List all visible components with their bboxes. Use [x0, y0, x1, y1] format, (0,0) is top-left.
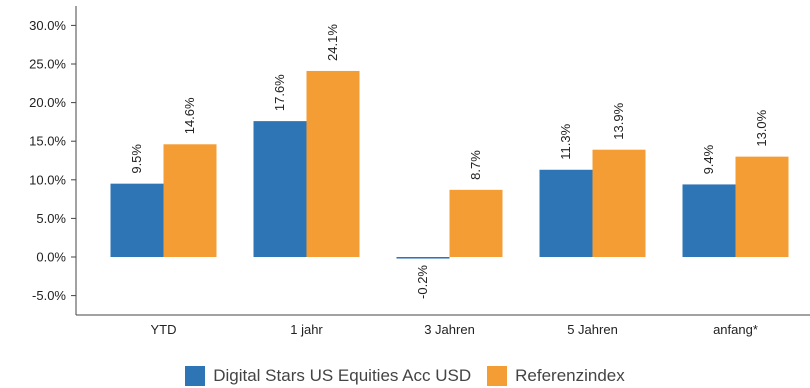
- y-tick-label: 0.0%: [36, 250, 66, 265]
- x-category-label: 3 Jahren: [424, 322, 475, 337]
- bars-group: [110, 70, 789, 259]
- bar-series-1: [396, 257, 450, 259]
- data-label: -0.2%: [415, 265, 430, 299]
- x-category-label: anfang*: [713, 322, 758, 337]
- bar-series-1: [253, 121, 307, 258]
- x-category-label: 1 jahr: [290, 322, 323, 337]
- y-tick-label: 10.0%: [29, 172, 66, 187]
- y-tick-label: 25.0%: [29, 57, 66, 72]
- data-label: 11.3%: [558, 123, 573, 159]
- y-axis-ticks: 30.0% 25.0% 20.0% 15.0% 10.0% 5.0% 0.0% -5.0%: [29, 18, 76, 303]
- data-label: 8.7%: [468, 150, 483, 180]
- legend-item-series-1: Digital Stars US Equities Acc USD: [185, 366, 471, 386]
- legend: Digital Stars US Equities Acc USD Refere…: [0, 364, 810, 388]
- data-label: 17.6%: [272, 74, 287, 111]
- data-label: 24.1%: [325, 24, 340, 61]
- y-tick-label: 30.0%: [29, 18, 66, 33]
- bar-series-1: [682, 184, 736, 257]
- bar-series-1: [539, 169, 593, 257]
- y-tick-label: 20.0%: [29, 95, 66, 110]
- x-category-label: YTD: [151, 322, 177, 337]
- data-label: 14.6%: [182, 97, 197, 134]
- data-labels: 9.5% 14.6% 17.6% 24.1% -0.2% 8.7% 11.3% 13.9% 9.…: [129, 24, 769, 299]
- y-tick-label: -5.0%: [32, 288, 66, 303]
- data-label: 13.0%: [754, 109, 769, 146]
- y-tick-label: 5.0%: [36, 211, 66, 226]
- bar-series-2: [163, 144, 217, 257]
- bar-series-2: [592, 149, 646, 257]
- legend-item-series-2: Referenzindex: [487, 366, 625, 386]
- data-label: 9.5%: [129, 144, 144, 174]
- legend-label-series-2: Referenzindex: [515, 366, 625, 385]
- legend-label-series-1: Digital Stars US Equities Acc USD: [213, 366, 472, 385]
- data-label: 13.9%: [611, 102, 626, 139]
- bar-series-2: [735, 156, 789, 257]
- bar-series-2: [449, 189, 503, 257]
- legend-swatch-series-1: [185, 366, 206, 386]
- bar-series-2: [306, 70, 360, 257]
- x-category-label: 5 Jahren: [567, 322, 618, 337]
- data-label: 9.4%: [701, 144, 716, 174]
- bar-series-1: [110, 183, 164, 257]
- y-tick-label: 15.0%: [29, 134, 66, 149]
- legend-swatch-series-2: [487, 366, 508, 386]
- x-axis-categories: YTD 1 jahr 3 Jahren 5 Jahren anfang*: [151, 322, 758, 337]
